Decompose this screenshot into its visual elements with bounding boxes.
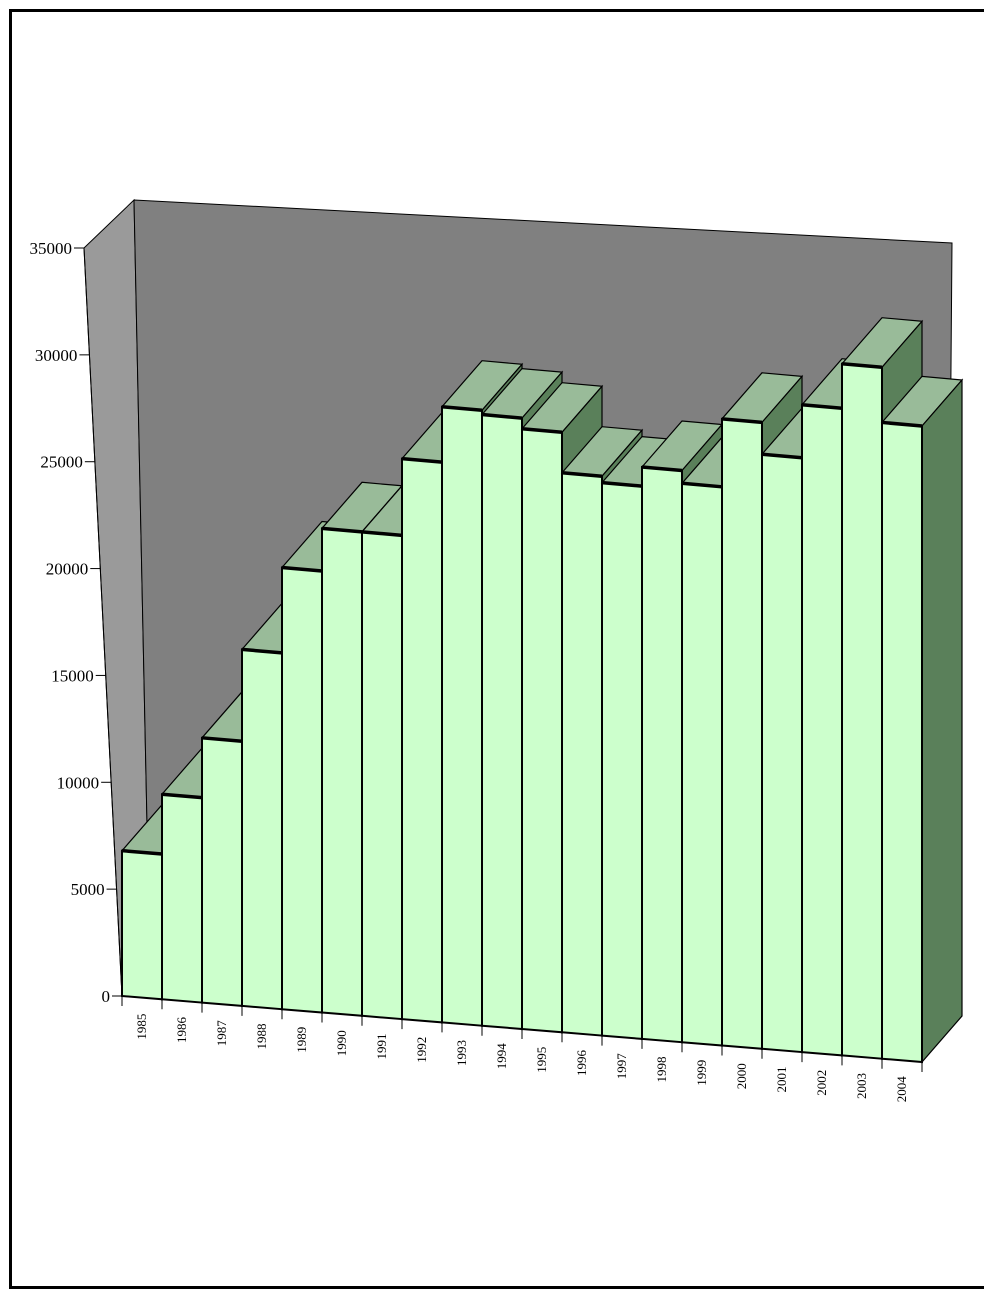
x-tick-label: 1998 <box>654 1057 669 1083</box>
x-tick-label: 1992 <box>414 1037 429 1063</box>
x-tick-label: 1996 <box>574 1050 589 1077</box>
x-tick-label: 1991 <box>374 1034 389 1060</box>
bar-top-edge <box>361 530 403 538</box>
y-tick-label: 0 <box>102 987 111 1006</box>
bar-top-edge <box>761 452 803 460</box>
bar-front <box>281 566 323 1014</box>
bar-top-edge <box>521 426 563 435</box>
y-tick-label: 30000 <box>35 346 78 365</box>
y-tick-label: 20000 <box>46 560 89 579</box>
bar-top-edge <box>561 470 603 478</box>
bar-front <box>641 465 683 1044</box>
x-tick-label: 1995 <box>534 1047 549 1073</box>
bar-front <box>321 527 363 1017</box>
y-tick-label: 10000 <box>57 773 100 792</box>
bar-front <box>201 736 243 1007</box>
x-tick-label: 1989 <box>294 1027 309 1053</box>
bar-top-edge <box>721 417 763 425</box>
bar-top-edge <box>641 465 683 473</box>
bar-front <box>441 405 483 1027</box>
bar-front <box>881 421 923 1064</box>
bar-top-edge <box>681 481 723 489</box>
bar-top-edge <box>321 526 363 534</box>
y-tick-label: 25000 <box>40 453 83 472</box>
bar-front <box>761 453 803 1054</box>
chart-axes: 0 5000 10000 15000 20000 25000 30000 35000 1985 1… <box>30 239 923 1102</box>
bar-top-edge <box>801 402 843 411</box>
bar-front <box>401 457 443 1024</box>
x-tick-label: 2000 <box>734 1063 749 1089</box>
bar-front <box>241 648 283 1011</box>
bar-front <box>601 481 643 1040</box>
bar-front <box>121 849 163 1001</box>
bar-front <box>521 427 563 1034</box>
x-tick-label: 2001 <box>774 1067 789 1093</box>
bar-side <box>921 378 963 1064</box>
x-tick-label: 1987 <box>214 1020 229 1047</box>
bar-top-edge <box>601 480 643 488</box>
x-tick-label: 1986 <box>174 1017 189 1044</box>
y-tick-label: 35000 <box>30 239 73 258</box>
x-tick-label: 1997 <box>614 1053 629 1080</box>
x-tick-label: 2002 <box>814 1070 829 1096</box>
bar-top-edge <box>481 412 523 420</box>
bar-top-edge <box>161 792 203 800</box>
bar-front <box>681 482 723 1047</box>
chart-bars <box>120 317 964 1064</box>
x-tick-label: 1993 <box>454 1040 469 1066</box>
bar-2004 <box>880 375 964 1064</box>
y-tick-label: 5000 <box>71 880 105 899</box>
bar-top-edge <box>201 736 243 743</box>
bar-front <box>161 793 203 1004</box>
bar-front <box>801 403 843 1057</box>
bar-top-edge <box>881 420 923 428</box>
bar-front <box>361 530 403 1021</box>
bar-top-edge <box>121 848 163 856</box>
bar-top-edge <box>401 456 443 464</box>
x-tick-label: 1999 <box>694 1060 709 1086</box>
x-tick-label: 1994 <box>494 1043 509 1070</box>
bar-top-edge <box>281 565 323 573</box>
x-tick-label: 1990 <box>334 1030 349 1056</box>
x-tick-label: 1988 <box>254 1024 269 1050</box>
y-tick-label: 15000 <box>51 666 94 685</box>
bar-top-edge <box>241 647 283 655</box>
y-axis-line <box>83 247 123 997</box>
x-tick-label: 2004 <box>894 1076 909 1103</box>
bar-top-edge <box>441 405 483 413</box>
bar-front <box>481 413 523 1031</box>
x-tick-label: 2003 <box>854 1073 869 1099</box>
bar-front <box>561 471 603 1037</box>
x-tick-label: 1985 <box>134 1014 149 1040</box>
bar-front <box>721 417 763 1050</box>
bar-front <box>841 362 883 1060</box>
bar-top-edge <box>841 361 883 370</box>
